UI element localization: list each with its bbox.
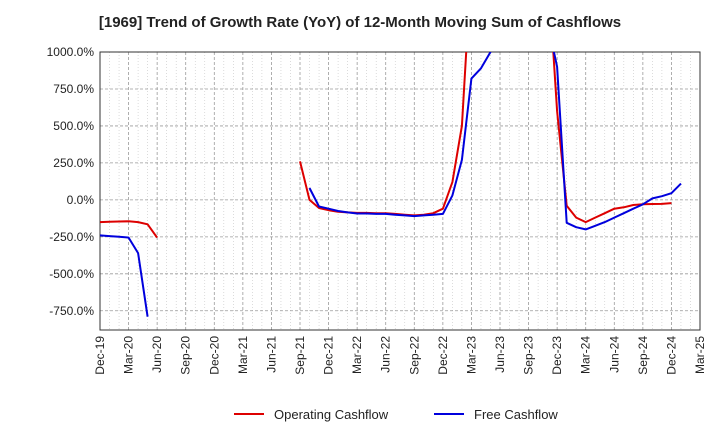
x-tick-label: Dec-23 (550, 336, 564, 375)
x-tick-label: Mar-25 (693, 336, 707, 374)
series-group (100, 52, 682, 317)
x-tick-label: Sep-22 (407, 336, 421, 375)
legend-label: Free Cashflow (474, 407, 558, 422)
chart-title: [1969] Trend of Growth Rate (YoY) of 12-… (98, 14, 622, 31)
y-tick-label: 0.0% (67, 193, 95, 207)
x-tick-label: Mar-23 (464, 336, 478, 374)
x-tick-label: Dec-24 (664, 336, 678, 375)
x-tick-label: Mar-24 (579, 336, 593, 374)
x-tick-label: Sep-21 (293, 336, 307, 375)
x-tick-label: Mar-20 (122, 336, 136, 374)
x-tick-label: Jun-21 (264, 336, 278, 373)
x-tick-label: Sep-20 (179, 336, 193, 375)
plot-frame (99, 51, 701, 331)
y-tick-label: -500.0% (49, 267, 94, 281)
y-tick-label: 1000.0% (47, 45, 95, 59)
y-tick-label: -250.0% (49, 230, 94, 244)
x-tick-label: Dec-20 (207, 336, 221, 375)
x-tick-label: Jun-24 (607, 336, 621, 373)
x-tick-label: Sep-24 (636, 336, 650, 375)
y-tick-label: 750.0% (53, 82, 94, 96)
y-tick-label: 500.0% (53, 119, 94, 133)
x-tick-label: Dec-21 (322, 336, 336, 375)
x-tick-label: Mar-21 (236, 336, 250, 374)
series-line-free-cashflow (100, 52, 682, 317)
x-tick-label: Mar-22 (350, 336, 364, 374)
legend-label: Operating Cashflow (274, 407, 389, 422)
x-tick-label: Dec-22 (436, 336, 450, 375)
x-tick-label: Jun-20 (150, 336, 164, 373)
y-tick-label: 250.0% (53, 156, 94, 170)
plot-area (100, 52, 700, 330)
x-tick-label: Jun-22 (379, 336, 393, 373)
x-tick-label: Dec-19 (93, 336, 107, 375)
y-tick-label: -750.0% (49, 304, 94, 318)
x-tick-label: Sep-23 (522, 336, 536, 375)
x-tick-label: Jun-23 (493, 336, 507, 373)
